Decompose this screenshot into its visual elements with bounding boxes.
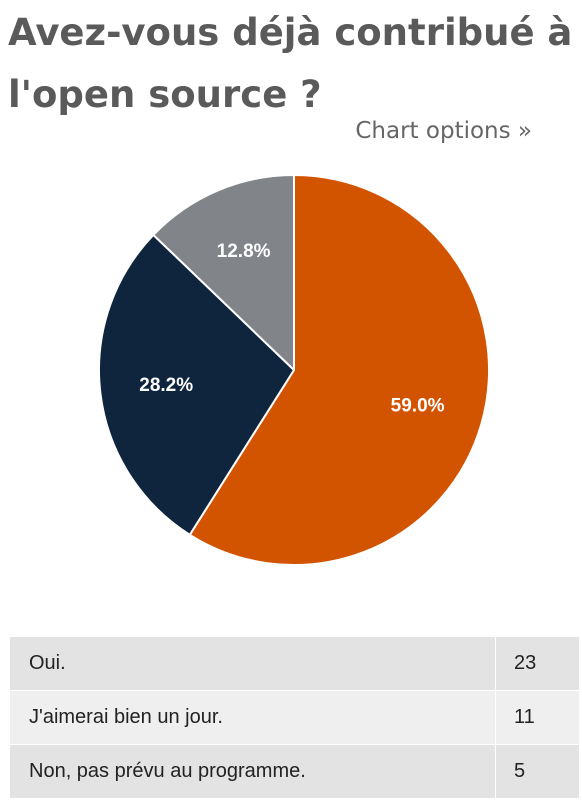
row-value: 5 [495,744,580,799]
chart-options-link[interactable]: Chart options » [355,118,532,144]
slice-percent-label: 12.8% [217,241,271,262]
pie-slice [152,174,295,371]
row-label: J'aimerai bien un jour. [9,690,496,745]
pie-chart: 59.0% 28.2% 12.8% [98,174,490,566]
slice-percent-label: 59.0% [391,395,445,416]
pie-slice [188,174,490,566]
row-value: 11 [495,690,580,745]
row-label: Oui. [9,636,496,691]
table-row: J'aimerai bien un jour. 11 [9,690,580,745]
slice-percent-label: 28.2% [139,375,193,396]
pie-slice [98,233,295,536]
table-row: Non, pas prévu au programme. 5 [9,744,580,799]
row-label: Non, pas prévu au programme. [9,744,496,799]
data-table: Oui. 23 J'aimerai bien un jour. 11 Non, … [9,636,580,799]
table-row: Oui. 23 [9,636,580,691]
row-value: 23 [495,636,580,691]
page-title: Avez-vous déjà contribué à l'open source… [8,11,573,116]
